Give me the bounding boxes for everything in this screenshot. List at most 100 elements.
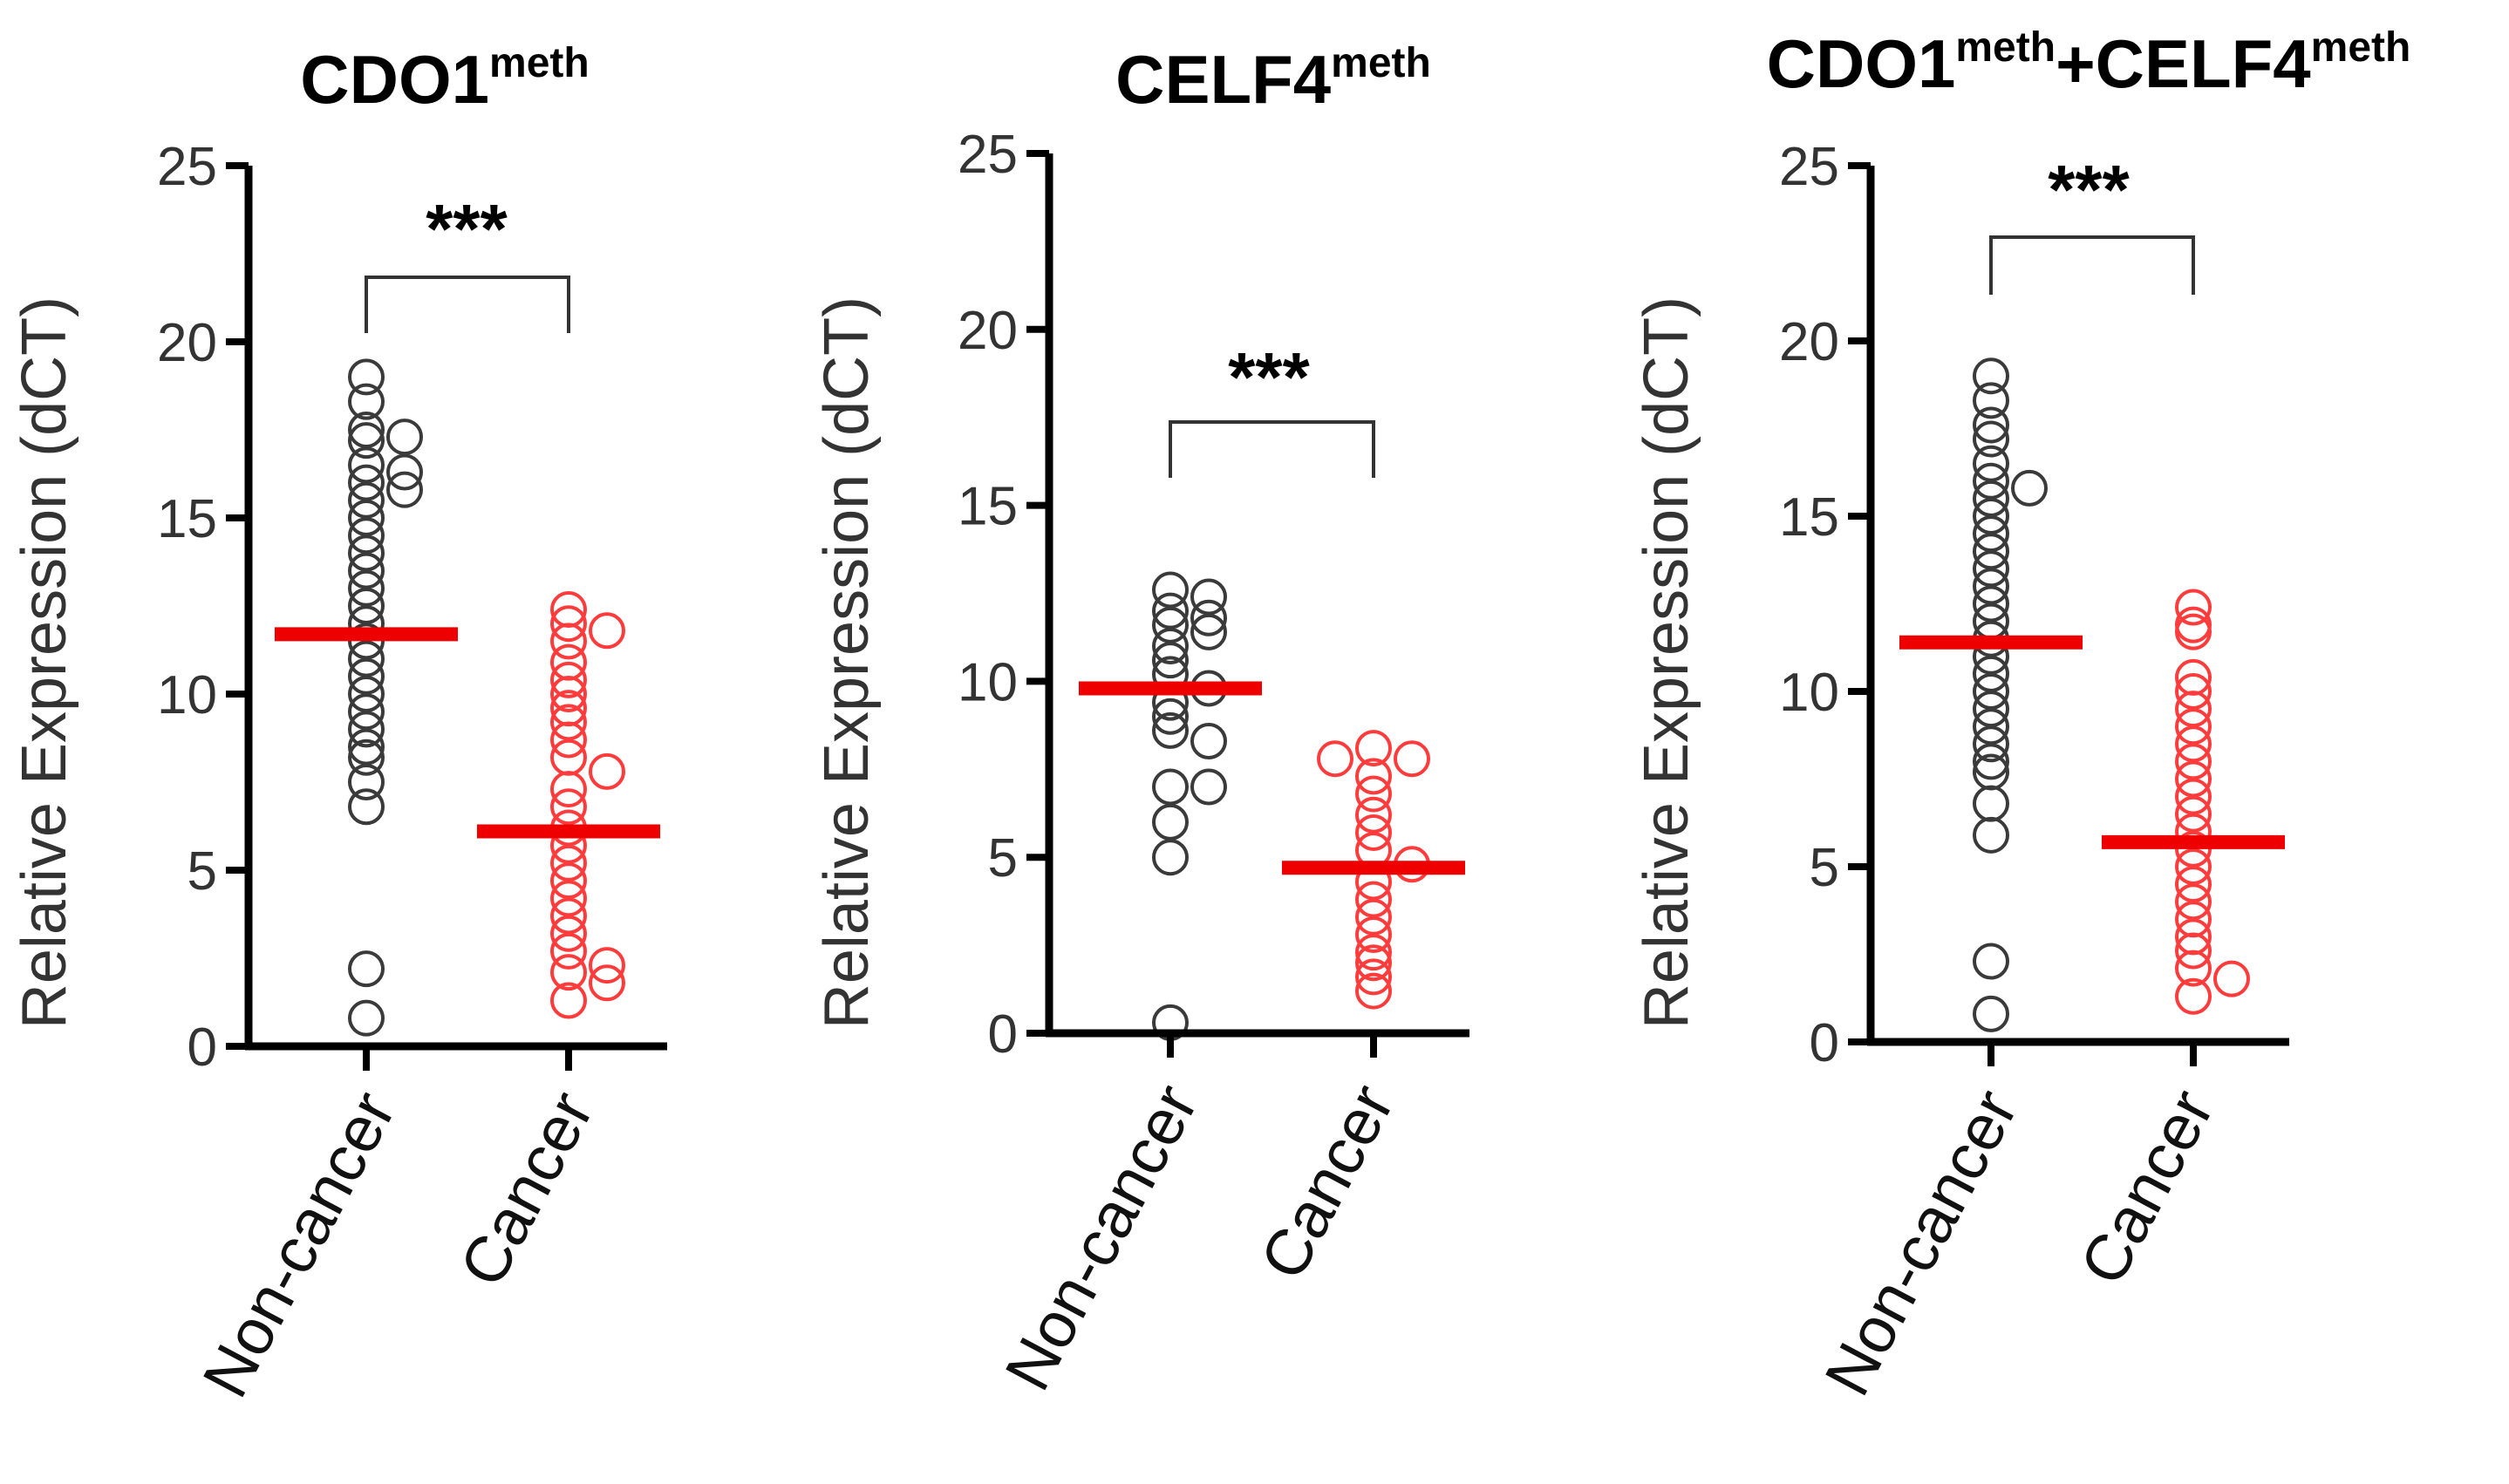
data-point-non-cancer bbox=[348, 358, 385, 396]
x-category-label-non-cancer: Non-cancer bbox=[188, 1080, 409, 1409]
data-point-non-cancer bbox=[348, 728, 385, 766]
data-point-non-cancer bbox=[1973, 406, 2009, 444]
data-point-cancer bbox=[2175, 977, 2212, 1015]
data-point-non-cancer bbox=[1973, 785, 2009, 822]
data-point-cancer bbox=[2175, 932, 2212, 970]
significance-label: *** bbox=[2048, 151, 2130, 228]
data-point-non-cancer bbox=[1973, 655, 2009, 692]
data-point-non-cancer bbox=[1152, 606, 1189, 643]
y-tick-label: 0 bbox=[988, 1004, 1018, 1065]
x-category-label-cancer: Cancer bbox=[2066, 1079, 2227, 1297]
data-point-non-cancer bbox=[1973, 585, 2009, 623]
data-point-cancer bbox=[2175, 743, 2212, 780]
data-point-cancer bbox=[550, 788, 587, 826]
data-point-cancer bbox=[1355, 881, 1392, 918]
data-point-non-cancer bbox=[348, 950, 385, 988]
data-point-non-cancer bbox=[348, 764, 385, 800]
data-point-non-cancer bbox=[348, 623, 385, 660]
significance-label: *** bbox=[1228, 338, 1310, 416]
data-point-non-cancer bbox=[1973, 515, 2009, 553]
y-tick-label: 10 bbox=[1779, 663, 1839, 723]
data-point-non-cancer bbox=[1973, 725, 2009, 763]
data-point-non-cancer bbox=[348, 739, 385, 776]
data-point-cancer bbox=[2175, 673, 2212, 710]
y-tick-label: 25 bbox=[958, 125, 1018, 185]
y-tick-label: 25 bbox=[157, 137, 217, 197]
data-point-non-cancer bbox=[2011, 469, 2048, 507]
panel-title: CDO1meth bbox=[300, 40, 589, 118]
data-point-cancer bbox=[550, 982, 587, 1019]
data-point-cancer bbox=[1355, 916, 1392, 953]
data-point-cancer bbox=[1355, 813, 1392, 851]
data-point-cancer bbox=[550, 676, 587, 712]
axes bbox=[244, 166, 667, 1071]
data-point-cancer bbox=[2175, 708, 2212, 745]
y-tick-label: 0 bbox=[187, 1018, 217, 1078]
data-point-cancer bbox=[1355, 972, 1392, 1010]
data-point-cancer bbox=[1355, 730, 1392, 767]
data-point-non-cancer bbox=[348, 481, 385, 519]
y-tick-label: 15 bbox=[958, 477, 1018, 537]
data-point-non-cancer bbox=[1190, 613, 1227, 650]
significance-bracket bbox=[1989, 235, 2195, 295]
data-point-cancer bbox=[2213, 960, 2250, 997]
data-point-cancer bbox=[550, 954, 587, 991]
data-point-non-cancer bbox=[348, 534, 385, 572]
y-tick-label: 5 bbox=[1810, 838, 1839, 898]
data-point-non-cancer bbox=[1152, 839, 1189, 876]
data-point-non-cancer bbox=[348, 788, 385, 826]
y-axis-label: Relative Expression (dCT) bbox=[1632, 296, 1701, 1029]
data-point-cancer bbox=[550, 771, 587, 808]
data-point-non-cancer bbox=[348, 711, 385, 748]
data-point-non-cancer bbox=[348, 569, 385, 607]
y-axis-label: Relative Expression (dCT) bbox=[10, 296, 79, 1029]
data-point-non-cancer bbox=[348, 640, 385, 677]
significance-label: *** bbox=[426, 190, 508, 268]
mean-bars bbox=[275, 627, 660, 839]
data-point-cancer bbox=[550, 897, 587, 935]
data-point-cancer bbox=[1355, 958, 1392, 996]
data-point-non-cancer bbox=[1152, 592, 1189, 630]
data-point-non-cancer bbox=[1973, 462, 2009, 500]
data-point-non-cancer bbox=[386, 453, 423, 491]
data-point-cancer bbox=[1355, 775, 1392, 813]
data-point-non-cancer bbox=[1152, 642, 1189, 679]
data-point-cancer bbox=[2175, 778, 2212, 815]
data-point-non-cancer bbox=[348, 517, 385, 555]
y-tick-label: 15 bbox=[157, 489, 217, 549]
data-point-cancer bbox=[589, 752, 625, 790]
y-tick-label: 15 bbox=[1779, 487, 1839, 548]
significance-bracket bbox=[365, 276, 570, 333]
y-tick-label: 20 bbox=[157, 313, 217, 373]
data-point-non-cancer bbox=[348, 446, 385, 484]
data-point-non-cancer bbox=[386, 471, 423, 508]
data-point-non-cancer bbox=[348, 500, 385, 536]
y-tick-label: 0 bbox=[1810, 1013, 1839, 1073]
data-point-cancer bbox=[1394, 740, 1430, 778]
panel-celf4: CELF4meth Relative Expression (dCT) 0 5 10… bbox=[812, 40, 1469, 1401]
data-point-cancer bbox=[2175, 613, 2212, 650]
data-point-cancer bbox=[2175, 883, 2212, 921]
y-tick-label: 20 bbox=[1779, 312, 1839, 372]
y-tick-label: 20 bbox=[958, 301, 1018, 361]
data-point-cancer bbox=[550, 721, 587, 759]
significance-bracket bbox=[1169, 420, 1375, 478]
data-point-non-cancer bbox=[348, 412, 385, 448]
data-point-non-cancer bbox=[1973, 691, 2009, 728]
data-point-cancer bbox=[2175, 795, 2212, 833]
data-point-non-cancer bbox=[1973, 382, 2009, 419]
data-point-cancer bbox=[1355, 934, 1392, 971]
data-point-non-cancer bbox=[386, 419, 423, 456]
panel-cdo1-celf4: CDO1meth+CELF4meth Relative Expression (… bbox=[1632, 24, 2410, 1406]
panel-cdo1: CDO1meth Relative Expression (dCT) 0 5 10 1… bbox=[10, 40, 667, 1408]
data-point-non-cancer bbox=[1152, 803, 1189, 841]
data-point-cancer bbox=[2175, 589, 2212, 626]
data-point-cancer bbox=[1355, 796, 1392, 834]
data-point-cancer bbox=[1355, 898, 1392, 936]
data-point-cancer bbox=[2175, 725, 2212, 763]
y-tick-label: 5 bbox=[187, 841, 217, 902]
data-point-non-cancer bbox=[1152, 711, 1189, 749]
data-point-non-cancer bbox=[1152, 571, 1189, 609]
x-category-label-cancer: Cancer bbox=[1246, 1073, 1408, 1291]
